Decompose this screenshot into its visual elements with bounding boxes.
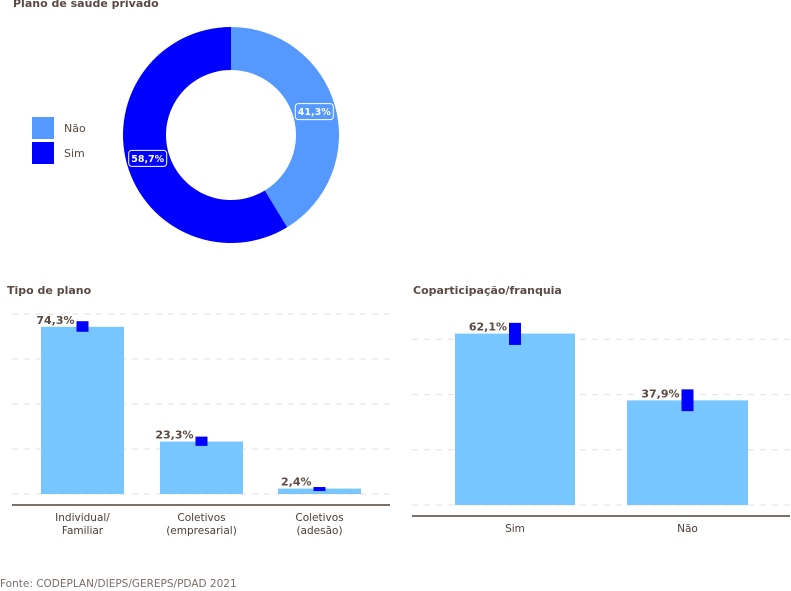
donut-slice-no xyxy=(231,27,339,228)
tipo-plano-category-label: Coletivos xyxy=(295,512,343,524)
tipo-plano-bar xyxy=(278,488,361,494)
donut-label-box xyxy=(128,149,168,167)
tipo-plano-bar xyxy=(160,441,243,494)
donut-label-box xyxy=(294,103,334,121)
tipo-plano-error-bar xyxy=(313,487,326,492)
tipo-plano-value-label: 2,4% xyxy=(281,476,312,489)
donut-label-text: 58,7% xyxy=(131,154,164,165)
coparticipacao-category-label: Não xyxy=(677,523,698,535)
donut-legend: Não Sim xyxy=(32,116,86,166)
tipo-plano-category-label: Coletivos xyxy=(177,512,225,524)
donut-chart-title: Plano de saúde privado xyxy=(13,0,159,10)
legend-item-sim[interactable]: Sim xyxy=(32,141,86,165)
tipo-plano-category-label: (adesão) xyxy=(296,525,342,537)
coparticipacao-bar xyxy=(455,333,575,505)
coparticipacao-error-bar xyxy=(681,389,694,412)
tipo-plano-chart-title: Tipo de plano xyxy=(7,284,92,297)
donut-label-no: 41,3% xyxy=(294,103,334,121)
tipo-plano-error-bar xyxy=(195,436,208,446)
tipo-plano-category-label: (empresarial) xyxy=(166,525,237,537)
source-note: Fonte: CODEPLAN/DIEPS/GEREPS/PDAD 2021 xyxy=(0,578,237,590)
coparticipacao-value-label: 37,9% xyxy=(641,387,679,400)
donut-label-text: 41,3% xyxy=(298,107,331,118)
legend-label-sim: Sim xyxy=(64,146,85,160)
tipo-plano-category-label: Familiar xyxy=(62,525,104,537)
tipo-plano-category-label: Individual/ xyxy=(55,512,110,524)
donut-slice-sim xyxy=(122,27,288,243)
coparticipacao-error-bar xyxy=(509,322,521,345)
coparticipacao-chart-title: Coparticipação/franquia xyxy=(413,284,562,297)
tipo-plano-value-label: 74,3% xyxy=(36,314,74,327)
tipo-plano-bar xyxy=(41,326,124,494)
coparticipacao-category-label: Sim xyxy=(505,523,525,535)
legend-swatch-nao xyxy=(32,117,54,139)
coparticipacao-bar xyxy=(627,400,748,505)
coparticipacao-value-label: 62,1% xyxy=(469,321,507,334)
tipo-plano-value-label: 23,3% xyxy=(155,429,193,442)
legend-label-nao: Não xyxy=(64,121,86,135)
legend-swatch-sim xyxy=(32,142,54,164)
donut-label-sim: 58,7% xyxy=(128,149,168,167)
tipo-plano-error-bar xyxy=(76,321,89,332)
legend-item-nao[interactable]: Não xyxy=(32,116,86,140)
